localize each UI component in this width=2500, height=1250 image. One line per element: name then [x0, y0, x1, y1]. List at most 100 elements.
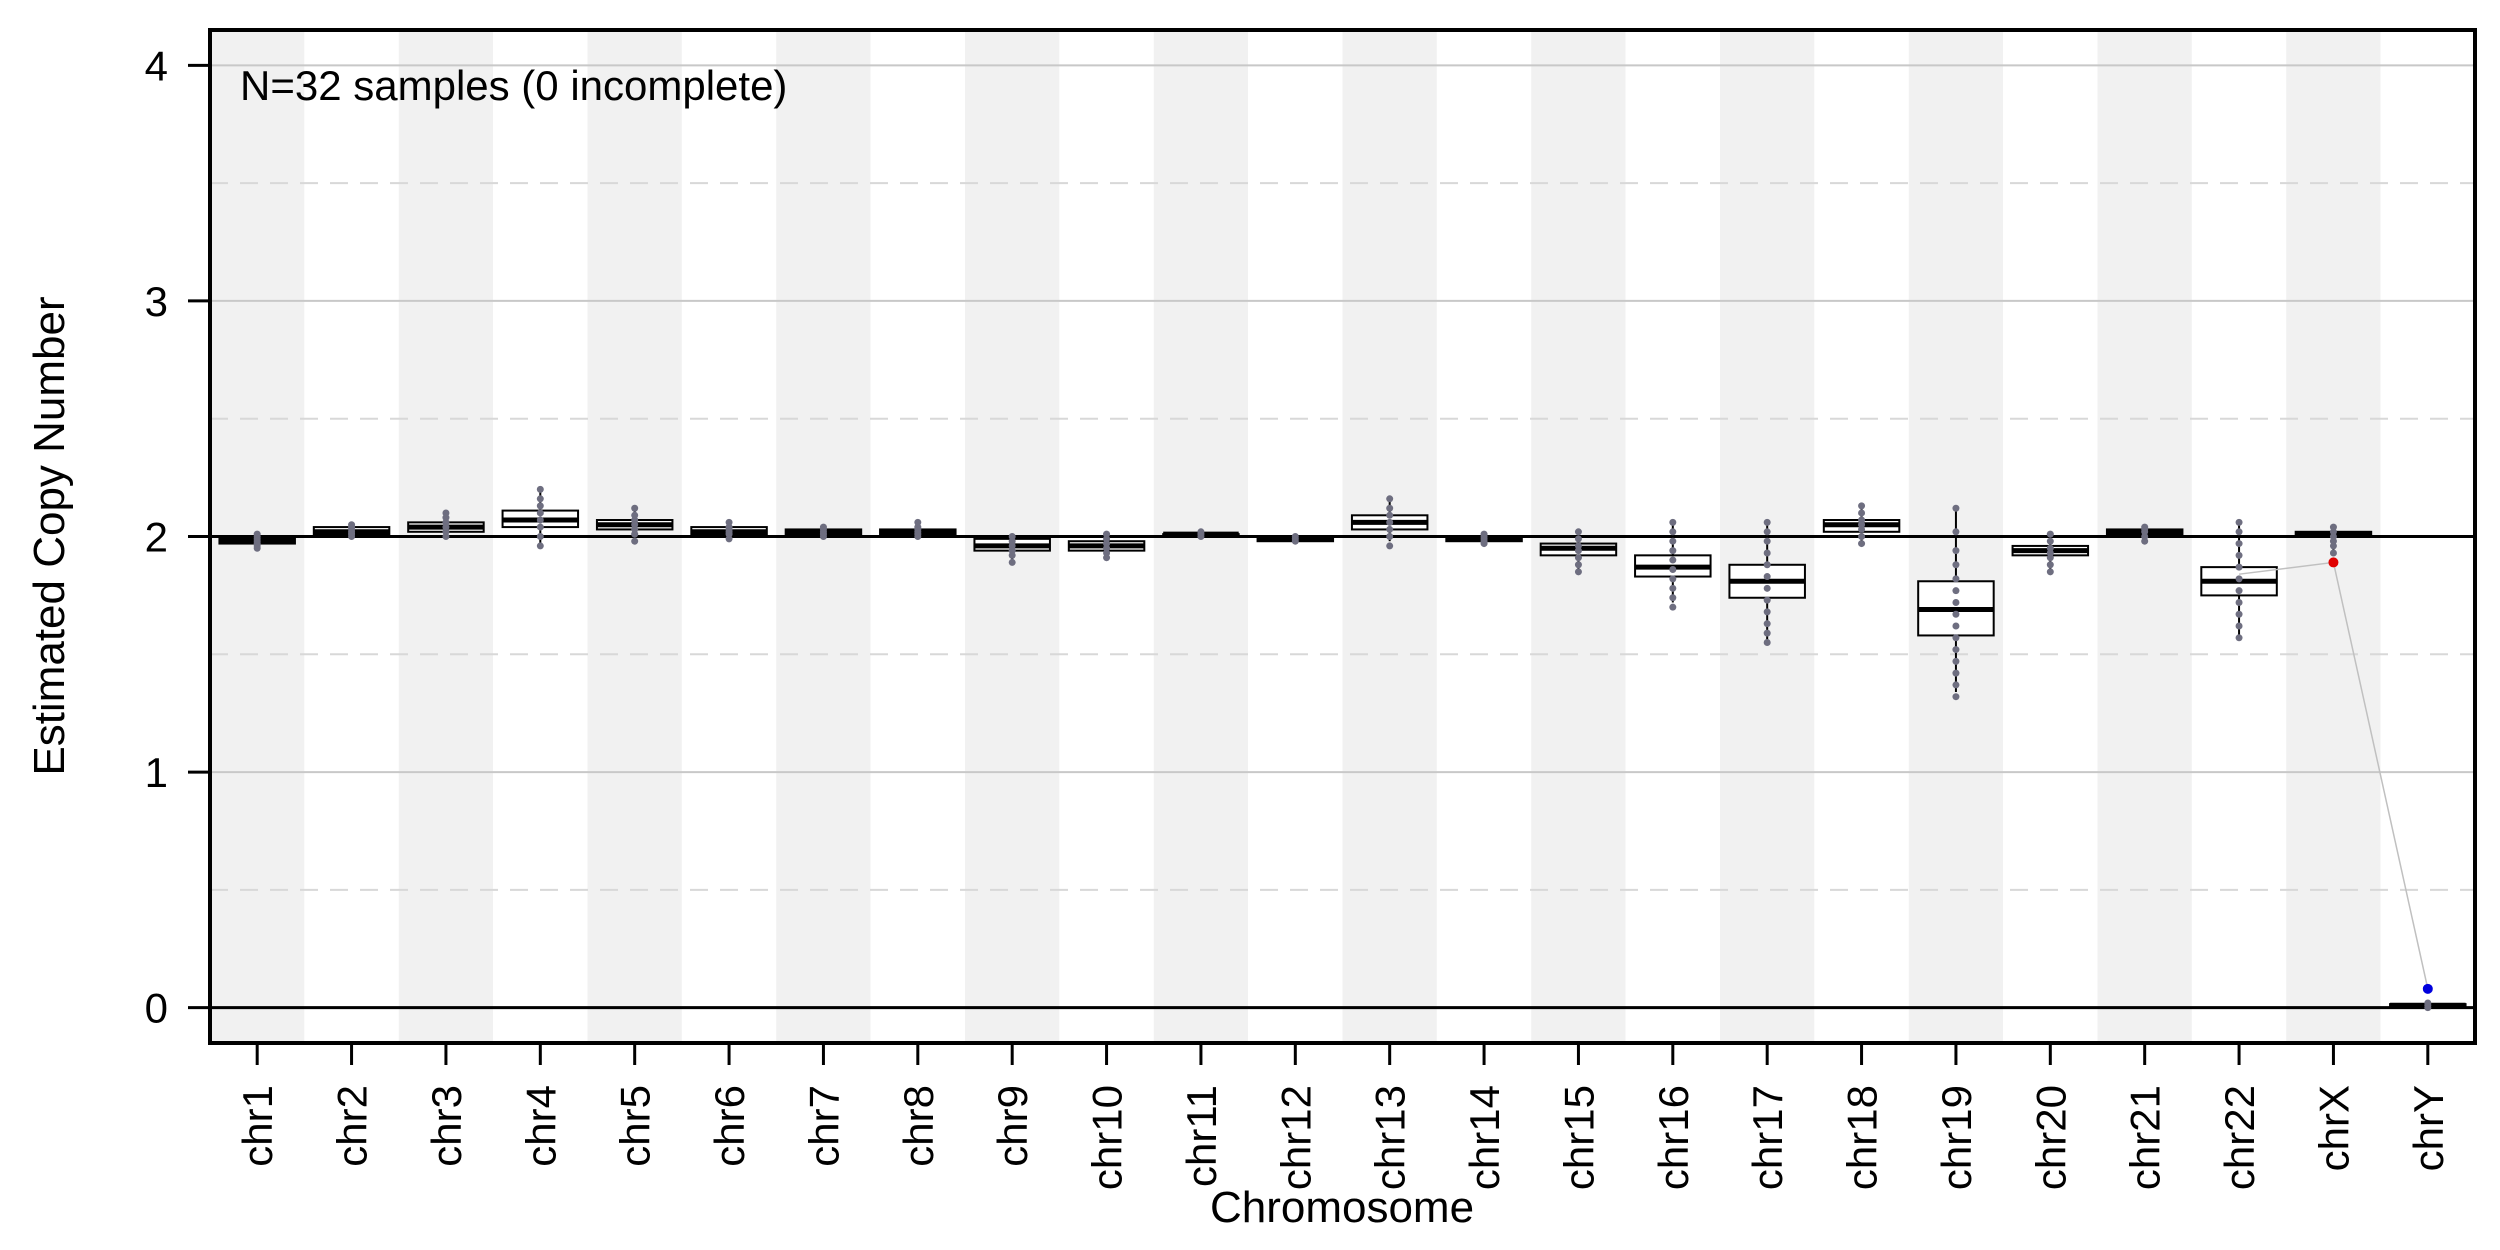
- sample-point: [1952, 598, 1960, 606]
- sample-point: [536, 502, 544, 510]
- box-chr3: [407, 509, 485, 540]
- sample-point: [1669, 594, 1677, 602]
- y-tick-label: 1: [145, 749, 168, 796]
- y-tick-label: 3: [145, 278, 168, 325]
- sample-point: [1386, 533, 1394, 540]
- sample-point: [631, 537, 639, 545]
- sample-point: [1669, 603, 1677, 611]
- y-axis-label: Estimated Copy Number: [25, 296, 74, 775]
- sample-point: [2235, 587, 2243, 595]
- x-tick-label: chr3: [423, 1085, 470, 1167]
- x-tick-label: chr2: [329, 1085, 376, 1167]
- sample-point: [1952, 587, 1960, 595]
- sample-point: [1952, 575, 1960, 583]
- x-tick-label: chr15: [1555, 1085, 1602, 1190]
- sample-point: [819, 523, 827, 531]
- sample-point: [1669, 575, 1677, 583]
- connector-line: [2238, 557, 2433, 994]
- x-axis-ticks: chr1 chr2 chr3 chr4 chr5 chr6 chr7 chr8 chr9 chr1…: [234, 1043, 2452, 1190]
- sample-point: [1574, 542, 1582, 550]
- box-chr7: [784, 523, 863, 540]
- box-chr21: [2105, 523, 2184, 545]
- sample-point: [536, 485, 544, 493]
- sample-point: [1952, 504, 1960, 512]
- y-tick-label: 2: [145, 514, 168, 561]
- sample-point: [2235, 622, 2243, 630]
- box-chr20: [2011, 530, 2090, 576]
- sample-point: [631, 504, 639, 512]
- x-tick-label: chrY: [2405, 1085, 2452, 1171]
- sample-point: [2235, 634, 2243, 642]
- sample-point: [1669, 584, 1677, 592]
- sample-point: [1952, 528, 1960, 536]
- sample-point: [2235, 610, 2243, 618]
- sample-point: [1858, 502, 1866, 510]
- sample-point: [1669, 565, 1677, 573]
- sample-point: [1952, 622, 1960, 630]
- sample-point: [536, 516, 544, 524]
- sample-point: [1669, 556, 1677, 564]
- sample-point: [2141, 523, 2149, 531]
- sample-point: [1291, 533, 1299, 540]
- x-tick-label: chr5: [612, 1085, 659, 1167]
- sample-point: [1386, 511, 1394, 519]
- sample-point: [2329, 523, 2337, 531]
- sample-count-annotation: N=32 samples (0 incomplete): [240, 62, 787, 109]
- sample-point: [1858, 509, 1866, 517]
- box-chr1: [218, 530, 296, 552]
- x-tick-label: chr7: [800, 1085, 847, 1167]
- sample-point: [1858, 533, 1866, 540]
- x-tick-label: chr11: [1178, 1085, 1225, 1187]
- sample-point: [1197, 528, 1205, 536]
- sample-point: [1386, 504, 1394, 512]
- box-chr15: [1539, 528, 1618, 576]
- sample-point: [1480, 530, 1488, 538]
- x-tick-label: chr18: [1839, 1085, 1886, 1190]
- sample-point: [1574, 568, 1582, 576]
- x-tick-label: chr17: [1744, 1085, 1791, 1190]
- box-plots: [218, 485, 2467, 1012]
- sample-point: [1669, 537, 1677, 545]
- sample-point: [1952, 634, 1960, 642]
- sample-point: [1952, 610, 1960, 618]
- sample-point: [1763, 608, 1771, 616]
- sample-point: [2235, 575, 2243, 583]
- x-tick-label: chr13: [1367, 1085, 1414, 1190]
- sample-point: [1763, 584, 1771, 592]
- sample-point: [2046, 544, 2054, 552]
- sample-point: [1669, 528, 1677, 536]
- x-tick-label: chr1: [234, 1085, 281, 1167]
- box-chr8: [879, 518, 957, 540]
- sample-point: [1952, 547, 1960, 555]
- y-tick-label: 0: [145, 985, 168, 1032]
- sample-point: [2235, 518, 2243, 526]
- sample-point: [1952, 693, 1960, 701]
- sample-point: [1386, 525, 1394, 533]
- sample-point: [1952, 669, 1960, 677]
- sample-point: [725, 518, 733, 526]
- x-tick-label: chr19: [1933, 1085, 1980, 1190]
- y-axis-ticks: 0 1 2 3 4: [145, 42, 210, 1032]
- x-tick-label: chrX: [2310, 1085, 2357, 1171]
- sample-point: [1763, 518, 1771, 526]
- x-tick-label: chr10: [1084, 1085, 1131, 1190]
- sample-point: [1008, 533, 1016, 540]
- sample-point: [1386, 518, 1394, 526]
- reference-lines: [210, 535, 2475, 1010]
- x-tick-label: chr8: [895, 1085, 942, 1167]
- sample-point: [536, 495, 544, 503]
- sample-point: [1952, 561, 1960, 569]
- sample-point: [1763, 573, 1771, 581]
- sample-point: [1858, 540, 1866, 548]
- sample-point: [1952, 657, 1960, 665]
- sample-point: [2046, 537, 2054, 545]
- sample-point: [2235, 540, 2243, 548]
- sample-point: [2329, 549, 2337, 557]
- sample-point: [536, 542, 544, 550]
- box-chr5: [595, 504, 674, 545]
- sample-point: [1008, 558, 1016, 566]
- box-chr12: [1256, 533, 1335, 545]
- sample-point: [2235, 563, 2243, 571]
- sample-point: [1386, 542, 1394, 550]
- sample-point: [2235, 598, 2243, 606]
